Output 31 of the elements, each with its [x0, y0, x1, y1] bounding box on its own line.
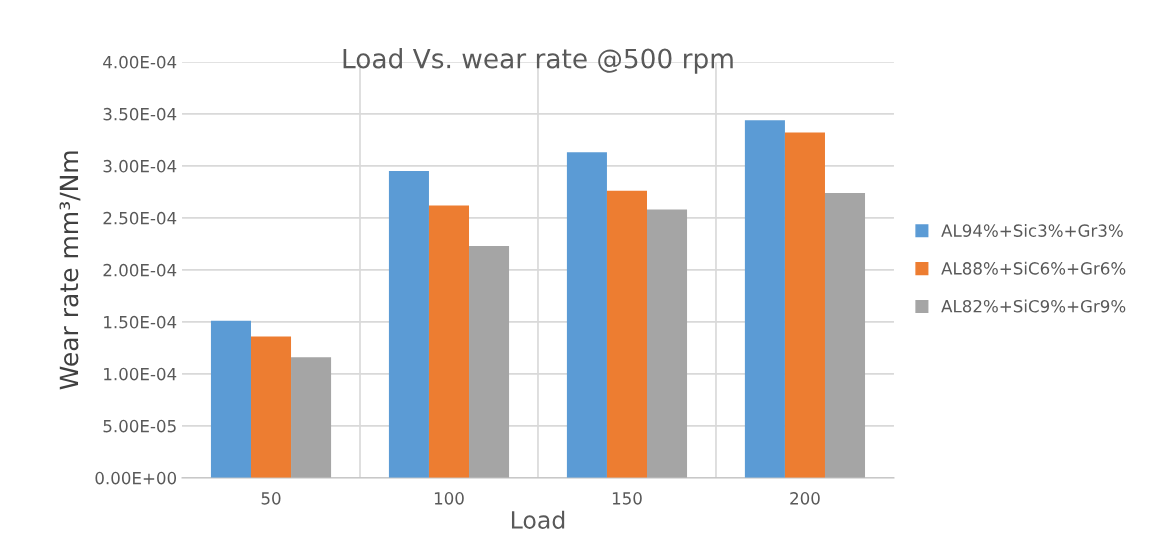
- y-axis-title: Wear rate mm³/Nm: [59, 151, 81, 390]
- bar: [250, 336, 292, 478]
- x-axis-title: Load: [511, 510, 565, 529]
- bar: [784, 132, 825, 478]
- bar: [388, 171, 429, 478]
- bar: [291, 357, 332, 478]
- y-tick-label: 2.50E-04: [103, 211, 177, 225]
- y-tick-label: 1.50E-04: [104, 315, 177, 329]
- x-tick-label: 200: [790, 492, 820, 505]
- y-tick-label: 1.00E-04: [104, 367, 177, 381]
- legend-label: AL94%+Sic3%+Gr3%: [941, 224, 1123, 237]
- chart-title: Load Vs. wear rate @500 rpm: [343, 48, 733, 74]
- y-tick-label: 5.00E-05: [103, 419, 176, 433]
- bar: [824, 192, 866, 478]
- y-tick-label: 2.00E-04: [103, 263, 177, 277]
- y-tick-label: 4.00E-04: [103, 55, 177, 69]
- bar: [744, 120, 785, 478]
- y-tick-label: 3.00E-04: [103, 159, 177, 173]
- bar: [210, 320, 251, 478]
- x-tick-label: 100: [434, 492, 464, 505]
- x-tick-label: 150: [612, 492, 642, 505]
- bar: [469, 245, 510, 478]
- legend-label: AL88%+SiC6%+Gr6%: [941, 261, 1126, 275]
- x-tick-label: 50: [261, 492, 281, 505]
- legend-label: AL82%+SiC9%+Gr9%: [941, 299, 1126, 313]
- bar: [428, 205, 470, 478]
- y-tick-label: 3.50E-04: [103, 107, 177, 121]
- bar: [647, 209, 688, 478]
- bar: [566, 152, 607, 478]
- bar: [606, 190, 647, 478]
- y-tick-label: 0.00E+00: [95, 471, 177, 485]
